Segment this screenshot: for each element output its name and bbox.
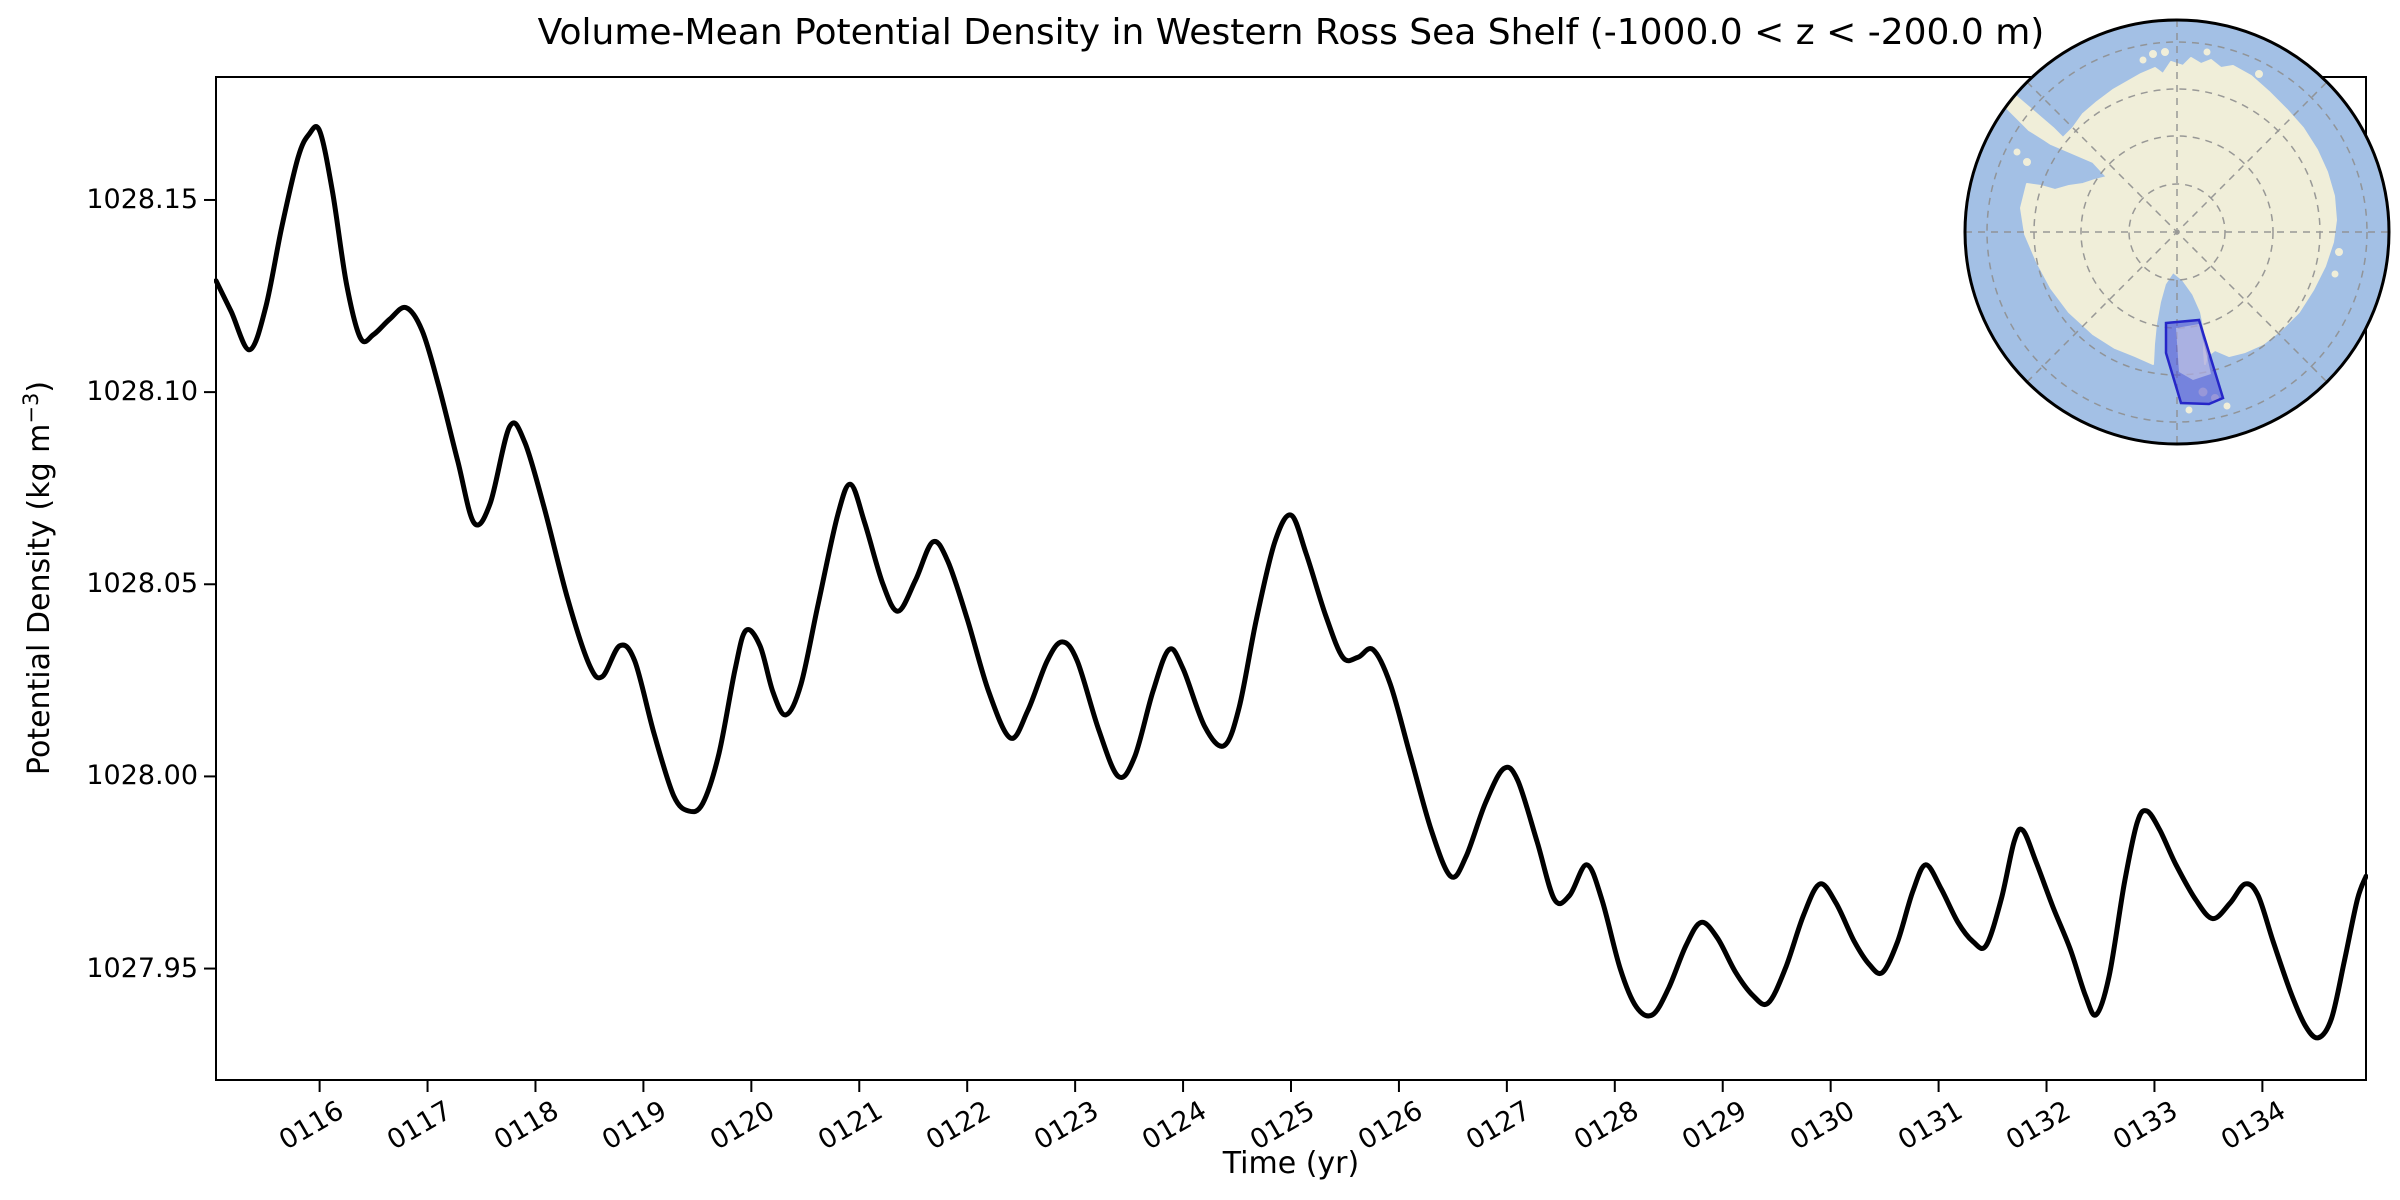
ross-sea-highlight xyxy=(2164,318,2225,406)
inset-rim xyxy=(1963,18,2391,446)
antarctica-inset-map xyxy=(1963,18,2391,446)
y-axis-label: Potential Density (kg m−3) xyxy=(19,381,57,775)
x-axis-label: Time (yr) xyxy=(1222,1146,1360,1181)
ross-shelf-land-overlap xyxy=(2176,324,2211,380)
axes-frame xyxy=(215,76,2367,1081)
y-axis-label-superscript: −3 xyxy=(19,392,43,424)
axis-ticks xyxy=(204,198,2264,1092)
y-axis-label-close: ) xyxy=(22,380,57,393)
y-tick-label: 1027.95 xyxy=(86,952,198,984)
y-tick-label: 1028.15 xyxy=(86,183,198,215)
antarctica-landmass xyxy=(1971,48,2343,414)
y-tick-label: 1028.05 xyxy=(86,568,198,600)
density-timeseries-line xyxy=(214,124,2368,1041)
chart-title: Volume-Mean Potential Density in Western… xyxy=(537,12,2045,53)
y-axis-label-text: Potential Density (kg m xyxy=(22,423,57,776)
y-tick-label: 1028.10 xyxy=(86,376,198,408)
y-tick-label: 1028.00 xyxy=(86,760,198,792)
